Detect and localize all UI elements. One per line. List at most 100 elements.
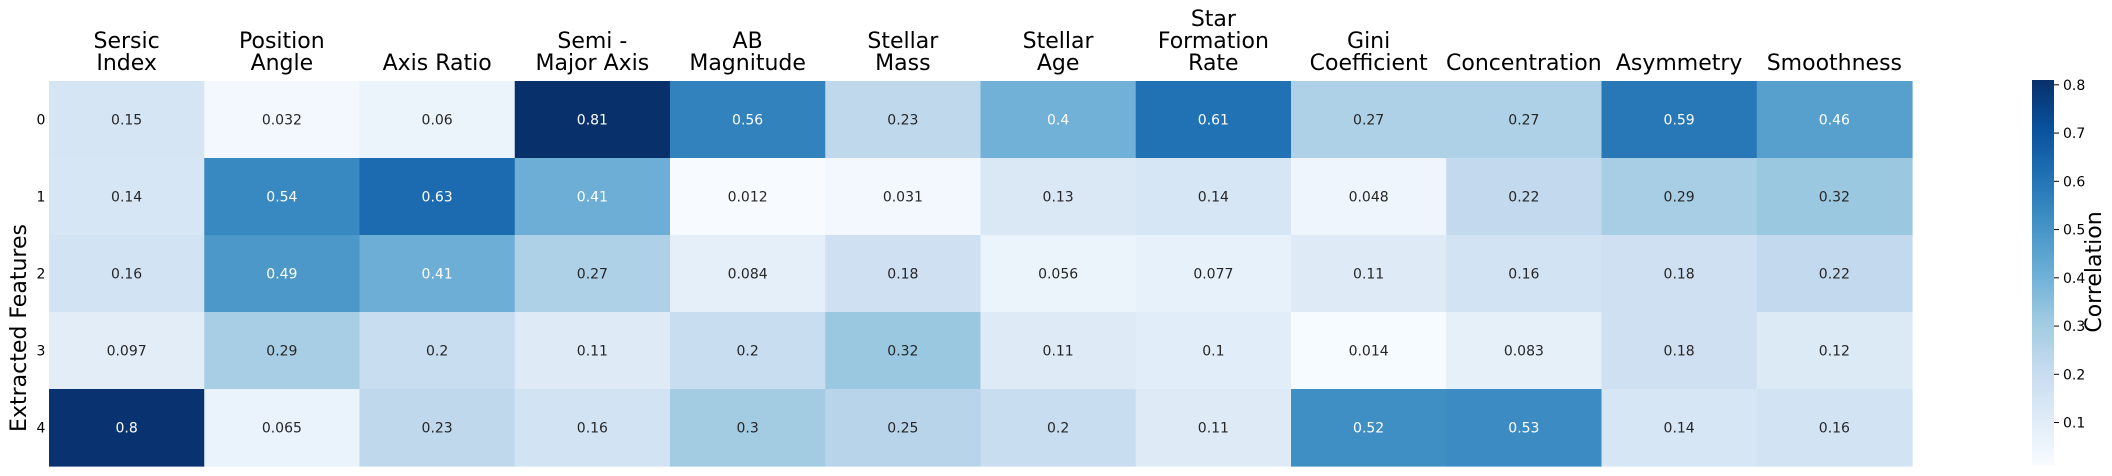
cell-value-label: 0.27 bbox=[1353, 113, 1384, 129]
column-label: Asymmetry bbox=[1616, 51, 1743, 76]
cell-value-label: 0.048 bbox=[1349, 190, 1389, 206]
colorbar-tick-label: 0.2 bbox=[2063, 367, 2085, 383]
colorbar-tick-label: 0.1 bbox=[2063, 416, 2085, 432]
heatmap-cell bbox=[1446, 389, 1603, 467]
heatmap-cell bbox=[1135, 389, 1292, 467]
colorbar-ticks: 0.1 0.2 0.3 0.4 0.5 0.6 0.7 0.8 bbox=[2054, 78, 2085, 432]
cell-value-label: 0.32 bbox=[887, 344, 918, 360]
heatmap-cells: 0.15 0.032 0.06 0.81 0.56 0.23 0.4 0.61 0.27 0.27… bbox=[49, 81, 1913, 467]
heatmap-cell bbox=[1135, 312, 1292, 390]
cell-value-label: 0.16 bbox=[1819, 421, 1850, 437]
cell-value-label: 0.8 bbox=[115, 421, 137, 437]
cell-value-label: 0.52 bbox=[1353, 421, 1384, 437]
heatmap-cell bbox=[1601, 389, 1758, 467]
cell-value-label: 0.06 bbox=[422, 113, 453, 129]
column-label: Stellar bbox=[867, 29, 939, 54]
cell-value-label: 0.2 bbox=[426, 344, 448, 360]
heatmap-cell bbox=[1756, 312, 1913, 390]
cell-value-label: 0.077 bbox=[1193, 267, 1233, 283]
heatmap-cell bbox=[204, 389, 361, 467]
colorbar-tick-label: 0.4 bbox=[2063, 271, 2085, 287]
row-label: 0 bbox=[37, 113, 46, 129]
cell-value-label: 0.27 bbox=[1508, 113, 1539, 129]
cell-value-label: 0.14 bbox=[1198, 190, 1229, 206]
column-label: Axis Ratio bbox=[383, 51, 492, 76]
heatmap-cell bbox=[980, 158, 1137, 236]
heatmap-cell bbox=[1135, 158, 1292, 236]
column-label: Sersic bbox=[94, 29, 160, 54]
cell-value-label: 0.2 bbox=[1047, 421, 1069, 437]
cell-value-label: 0.032 bbox=[262, 113, 302, 129]
cell-value-label: 0.15 bbox=[111, 113, 142, 129]
cell-value-label: 0.056 bbox=[1038, 267, 1078, 283]
heatmap-cell bbox=[49, 81, 205, 159]
cell-value-label: 0.22 bbox=[1508, 190, 1539, 206]
cell-value-label: 0.083 bbox=[1504, 344, 1544, 360]
heatmap-cell bbox=[670, 158, 826, 236]
heatmap-cell bbox=[204, 81, 361, 159]
cell-value-label: 0.097 bbox=[107, 344, 147, 360]
heatmap-cell bbox=[359, 158, 516, 236]
heatmap-cell bbox=[980, 389, 1137, 467]
column-label: Coefficient bbox=[1310, 51, 1428, 76]
column-label: Mass bbox=[875, 51, 930, 76]
cell-value-label: 0.1 bbox=[1202, 344, 1224, 360]
heatmap-cell bbox=[1446, 312, 1603, 390]
cell-value-label: 0.63 bbox=[422, 190, 453, 206]
heatmap-cell bbox=[204, 312, 361, 390]
colorbar-tick-label: 0.5 bbox=[2063, 223, 2085, 239]
cell-value-label: 0.54 bbox=[266, 190, 297, 206]
heatmap-cell bbox=[980, 312, 1137, 390]
heatmap-cell bbox=[670, 312, 826, 390]
cell-value-label: 0.23 bbox=[887, 113, 918, 129]
heatmap-cell bbox=[1291, 235, 1447, 313]
column-label: AB bbox=[733, 29, 763, 54]
cell-value-label: 0.012 bbox=[728, 190, 768, 206]
heatmap-cell bbox=[514, 312, 671, 390]
row-label: 1 bbox=[37, 190, 46, 206]
heatmap-cell bbox=[1135, 81, 1292, 159]
heatmap-cell bbox=[1446, 81, 1603, 159]
cell-value-label: 0.56 bbox=[732, 113, 763, 129]
colorbar-tick-label: 0.6 bbox=[2063, 174, 2085, 190]
heatmap-cell bbox=[670, 389, 826, 467]
y-axis-title: Extracted Features bbox=[7, 224, 32, 432]
heatmap-cell bbox=[514, 81, 671, 159]
cell-value-label: 0.11 bbox=[1353, 267, 1384, 283]
row-label: 4 bbox=[37, 421, 46, 437]
column-label: Rate bbox=[1188, 51, 1238, 76]
column-label: Smoothness bbox=[1767, 51, 1902, 76]
colorbar-tick-label: 0.8 bbox=[2063, 78, 2085, 94]
heatmap-cell bbox=[670, 81, 826, 159]
colorbar-tick-label: 0.7 bbox=[2063, 126, 2085, 142]
cell-value-label: 0.18 bbox=[1664, 267, 1695, 283]
cell-value-label: 0.59 bbox=[1664, 113, 1695, 129]
heatmap-cell bbox=[49, 235, 205, 313]
heatmap-cell bbox=[49, 312, 205, 390]
column-label: Index bbox=[96, 51, 157, 76]
heatmap-cell bbox=[359, 81, 516, 159]
cell-value-label: 0.11 bbox=[577, 344, 608, 360]
heatmap-cell bbox=[825, 81, 982, 159]
heatmap-cell bbox=[514, 235, 671, 313]
cell-value-label: 0.81 bbox=[577, 113, 608, 129]
heatmap-cell bbox=[1756, 158, 1913, 236]
cell-value-label: 0.065 bbox=[262, 421, 302, 437]
cell-value-label: 0.32 bbox=[1819, 190, 1850, 206]
cell-value-label: 0.084 bbox=[728, 267, 768, 283]
cell-value-label: 0.2 bbox=[736, 344, 758, 360]
column-label: Major Axis bbox=[536, 51, 650, 76]
cell-value-label: 0.49 bbox=[266, 267, 297, 283]
heatmap-cell bbox=[1291, 389, 1447, 467]
column-label: Concentration bbox=[1446, 51, 1602, 76]
heatmap-cell bbox=[49, 389, 205, 467]
cell-value-label: 0.11 bbox=[1198, 421, 1229, 437]
cell-value-label: 0.12 bbox=[1819, 344, 1850, 360]
colorbar-title: Correlation bbox=[2082, 211, 2107, 332]
heatmap-cell bbox=[1601, 158, 1758, 236]
heatmap-cell bbox=[1291, 81, 1447, 159]
heatmap-cell bbox=[1601, 81, 1758, 159]
heatmap-cell bbox=[359, 235, 516, 313]
heatmap-cell bbox=[1291, 312, 1447, 390]
